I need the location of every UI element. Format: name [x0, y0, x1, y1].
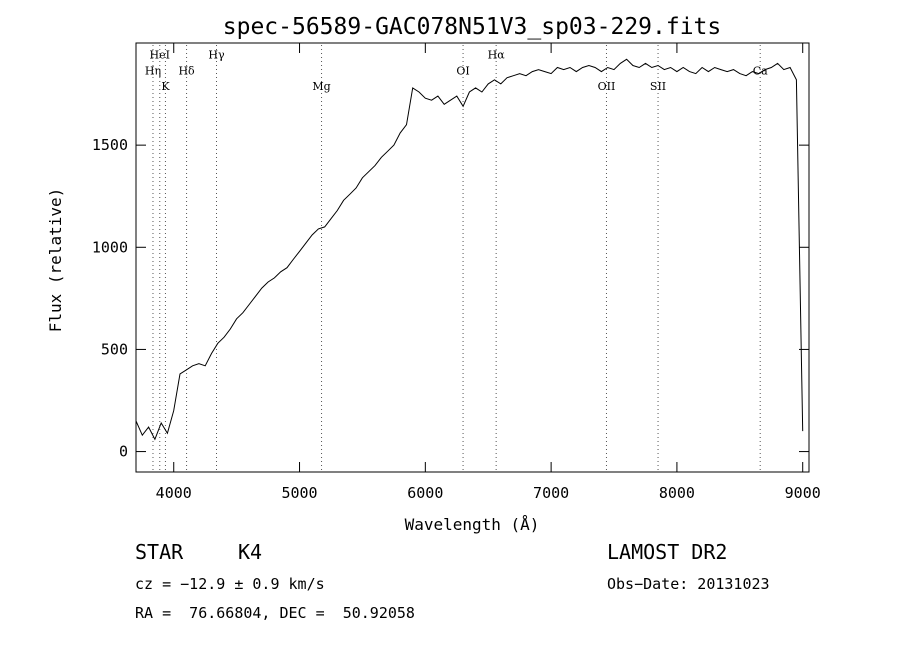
x-tick-label: 8000 — [659, 484, 695, 502]
line-markers: HeI HηK Hδ Hγ Mg OI Hα OII SII Ca — [145, 45, 768, 472]
object-subclass: K4 — [238, 540, 263, 564]
line-marker-label: Hδ — [178, 65, 195, 78]
line-marker-label: Mg — [312, 80, 330, 93]
chart-title: spec-56589-GAC078N51V3_sp03-229.fits — [223, 14, 722, 40]
line-marker-label: Hγ — [208, 48, 225, 61]
line-marker-label: SII — [650, 80, 666, 93]
x-axis-ticks: 4000 5000 6000 7000 8000 9000 — [156, 43, 821, 502]
line-marker-label: Ca — [753, 65, 768, 78]
observation-date: Obs−Date: 20131023 — [607, 575, 770, 593]
y-tick-label: 1000 — [92, 238, 128, 256]
line-marker-label: K — [161, 80, 170, 93]
line-marker-label: HeI — [150, 48, 170, 61]
coordinates: RA = 76.66804, DEC = 50.92058 — [135, 604, 415, 622]
x-tick-label: 4000 — [156, 484, 192, 502]
y-tick-label: 500 — [101, 340, 128, 358]
spectrum-series — [135, 58, 804, 441]
y-axis-ticks: 0 500 1000 1500 — [92, 136, 809, 461]
x-tick-label: 5000 — [281, 484, 317, 502]
spectrum-line — [135, 58, 804, 441]
line-marker-label: Hη — [145, 65, 161, 78]
line-marker-label: OI — [456, 65, 469, 78]
plot-frame — [135, 42, 810, 473]
y-axis-label: Flux (relative) — [46, 188, 65, 333]
survey-name: LAMOST DR2 — [607, 540, 728, 564]
redshift-velocity: cz = −12.9 ± 0.9 km/s — [135, 575, 325, 593]
y-tick-label: 1500 — [92, 136, 128, 154]
line-marker-label: OII — [598, 80, 616, 93]
line-marker-label: Hα — [488, 48, 506, 61]
x-tick-label: 9000 — [785, 484, 821, 502]
object-class: STAR — [135, 540, 184, 564]
x-tick-label: 7000 — [533, 484, 569, 502]
y-tick-label: 0 — [119, 443, 128, 461]
x-axis-label: Wavelength (Å) — [405, 515, 540, 534]
x-tick-label: 6000 — [407, 484, 443, 502]
